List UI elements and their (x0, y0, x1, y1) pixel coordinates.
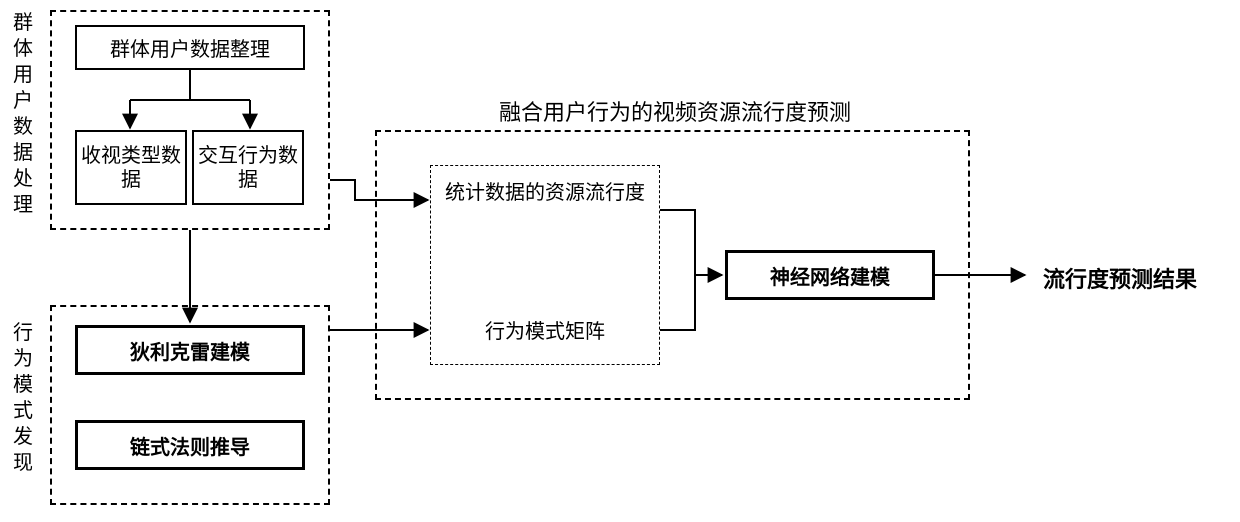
label-stat-popularity: 统计数据的资源流行度 (440, 180, 650, 206)
box-chain-rule: 链式法则推导 (75, 420, 305, 470)
box-data-preparation: 群体用户数据整理 (75, 25, 305, 70)
box-dirichlet-text: 狄利克雷建模 (130, 336, 250, 365)
title-prediction-text: 融合用户行为的视频资源流行度预测 (499, 100, 851, 125)
box-interaction-data-text: 交互行为数据 (198, 144, 298, 192)
label-matrix-text: 行为模式矩阵 (485, 321, 605, 343)
title-prediction: 融合用户行为的视频资源流行度预测 (440, 95, 910, 127)
box-chain-rule-text: 链式法则推导 (130, 431, 250, 460)
label-behavior-matrix: 行为模式矩阵 (440, 315, 650, 344)
label-stat-text: 统计数据的资源流行度 (445, 182, 645, 204)
vlabel-top-char: 群体用户数据处理 (12, 10, 34, 218)
diagram-root: 群体用户数据处理 行为模式发现 群体用户数据整理 收视类型数据 交互行为数据 狄… (0, 0, 1240, 522)
label-result: 流行度预测结果 (1030, 262, 1210, 294)
vlabel-top: 群体用户数据处理 (12, 10, 34, 218)
box-dirichlet: 狄利克雷建模 (75, 325, 305, 375)
vlabel-bottom-char: 行为模式发现 (12, 320, 34, 476)
box-viewing-type-data-text: 收视类型数据 (81, 144, 181, 192)
box-neural-network: 神经网络建模 (725, 250, 935, 300)
vlabel-bottom: 行为模式发现 (12, 320, 34, 476)
box-interaction-data: 交互行为数据 (192, 130, 304, 205)
box-neural-text: 神经网络建模 (770, 261, 890, 290)
box-viewing-type-data: 收视类型数据 (75, 130, 187, 205)
box-data-preparation-text: 群体用户数据整理 (110, 33, 270, 62)
label-result-text: 流行度预测结果 (1043, 267, 1197, 292)
